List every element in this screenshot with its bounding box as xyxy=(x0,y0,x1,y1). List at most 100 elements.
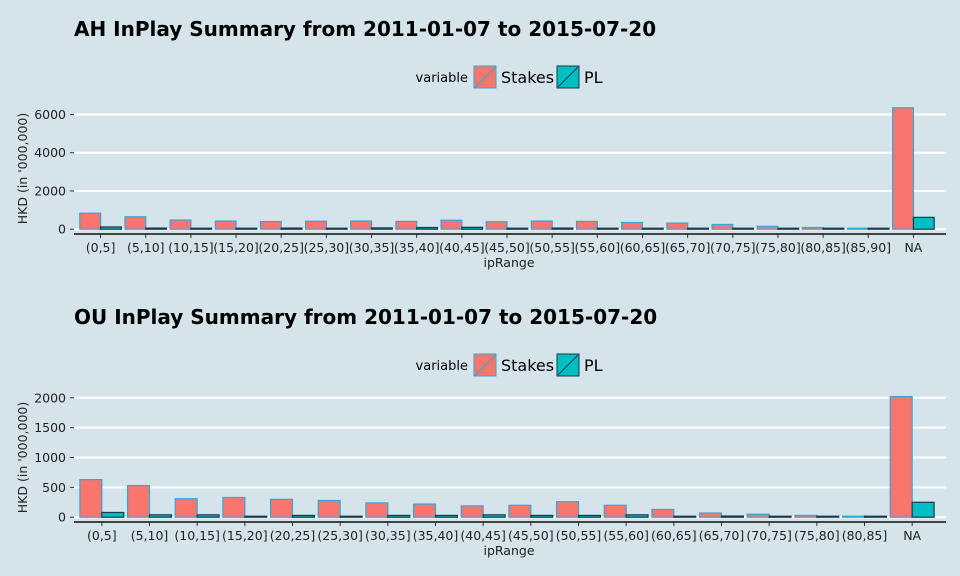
x-tick-label: (50,55] xyxy=(529,240,575,255)
bar-pl-6 xyxy=(370,227,393,230)
x-tick-label: (15,20] xyxy=(213,240,259,255)
x-tick-label: (40,45] xyxy=(439,240,485,255)
bar-pl-10 xyxy=(551,227,574,230)
legend-label-pl: PL xyxy=(584,356,603,375)
x-tick-label: (30,35] xyxy=(349,240,395,255)
bar-pl-13 xyxy=(720,515,745,518)
bar-stakes-15 xyxy=(756,225,779,230)
bar-stakes-4 xyxy=(269,498,294,518)
bar-pl-6 xyxy=(387,514,411,518)
bar-stakes-17 xyxy=(846,227,869,230)
bar-pl-16 xyxy=(822,227,845,230)
bar-stakes-18 xyxy=(892,107,915,230)
bar-pl-18 xyxy=(912,216,935,230)
x-tick-label: (65,70] xyxy=(699,528,745,543)
bar-stakes-12 xyxy=(651,508,675,518)
bar-pl-0 xyxy=(99,226,122,230)
legend: variable Stakes PL xyxy=(416,353,603,377)
y-tick-label: 500 xyxy=(42,480,66,495)
y-tick-label: 0 xyxy=(58,510,66,525)
x-tick-label: (50,55] xyxy=(556,528,602,543)
chart-panel-1: AH InPlay Summary from 2011-01-07 to 201… xyxy=(15,17,946,270)
x-tick-label: (10,15] xyxy=(168,240,214,255)
bar-stakes-5 xyxy=(317,499,341,518)
y-tick-label: 2000 xyxy=(34,390,66,405)
bar-stakes-9 xyxy=(485,221,508,230)
bar-stakes-16 xyxy=(841,515,866,518)
x-tick-label: (20,25] xyxy=(270,528,316,543)
x-tick-label: (60,65] xyxy=(651,528,697,543)
bar-pl-5 xyxy=(325,227,348,230)
bar-pl-3 xyxy=(235,227,258,230)
bar-pl-14 xyxy=(768,515,792,518)
bar-pl-15 xyxy=(816,515,840,518)
bar-stakes-8 xyxy=(440,219,463,230)
bar-pl-17 xyxy=(911,501,935,518)
x-tick-label: (5,10] xyxy=(131,528,169,543)
bar-stakes-8 xyxy=(460,505,484,518)
x-tick-label: (75,80] xyxy=(755,240,801,255)
bar-stakes-11 xyxy=(603,504,627,518)
bar-pl-7 xyxy=(416,226,439,230)
bar-stakes-1 xyxy=(126,484,151,518)
legend-label-stakes: Stakes xyxy=(501,356,554,375)
y-tick-label: 0 xyxy=(58,222,66,237)
x-tick-label: (85,90] xyxy=(845,240,891,255)
bar-stakes-6 xyxy=(365,502,389,518)
bar-pl-10 xyxy=(577,514,602,518)
x-tick-label: (15,20] xyxy=(222,528,268,543)
bar-pl-7 xyxy=(434,514,459,518)
legend-title: variable xyxy=(416,359,468,374)
legend-key-slash xyxy=(474,66,496,88)
x-tick-label: (45,50] xyxy=(484,240,530,255)
bar-stakes-10 xyxy=(530,220,553,230)
bar-stakes-11 xyxy=(575,220,598,230)
bar-pl-1 xyxy=(145,227,168,230)
bar-pl-4 xyxy=(280,227,303,230)
bar-stakes-13 xyxy=(666,222,689,230)
x-tick-label: (40,45] xyxy=(460,528,506,543)
bar-stakes-14 xyxy=(711,223,734,230)
x-tick-label: (80,85] xyxy=(800,240,846,255)
x-tick-label: NA xyxy=(903,528,921,543)
bar-pl-12 xyxy=(673,515,697,518)
x-tick-label: (10,15] xyxy=(174,528,220,543)
x-tick-label: (55,60] xyxy=(603,528,649,543)
x-tick-label: (5,10] xyxy=(127,240,165,255)
bar-pl-13 xyxy=(687,227,710,230)
bar-stakes-13 xyxy=(698,512,723,518)
x-tick-label: (70,75] xyxy=(710,240,756,255)
bar-pl-15 xyxy=(777,227,800,230)
x-tick-label: (35,40] xyxy=(394,240,440,255)
bar-pl-2 xyxy=(190,227,213,230)
x-tick-label: (80,85] xyxy=(842,528,888,543)
chart-panel-2: OU InPlay Summary from 2011-01-07 to 201… xyxy=(15,305,946,558)
bar-pl-16 xyxy=(863,515,888,518)
x-tick-label: (65,70] xyxy=(665,240,711,255)
x-axis-label: ipRange xyxy=(483,255,534,270)
bar-pl-12 xyxy=(641,227,664,230)
y-tick-label: 2000 xyxy=(34,183,66,198)
bar-pl-5 xyxy=(339,515,363,518)
bar-stakes-12 xyxy=(621,221,644,230)
bar-stakes-7 xyxy=(395,220,418,230)
bar-pl-8 xyxy=(461,226,484,230)
bar-stakes-7 xyxy=(412,503,437,518)
bar-pl-9 xyxy=(506,227,529,230)
bar-stakes-16 xyxy=(801,226,824,230)
bar-stakes-17 xyxy=(889,395,913,518)
bar-stakes-2 xyxy=(174,498,198,518)
x-tick-label: (60,65] xyxy=(620,240,666,255)
bar-pl-17 xyxy=(867,227,890,230)
chart-title: OU InPlay Summary from 2011-01-07 to 201… xyxy=(74,305,657,329)
y-tick-label: 4000 xyxy=(34,145,66,160)
x-tick-label: (20,25] xyxy=(258,240,304,255)
bar-stakes-2 xyxy=(169,219,192,230)
bar-pl-9 xyxy=(530,514,554,518)
y-axis-label: HKD (in '000,000) xyxy=(15,402,30,513)
x-tick-label: (45,50] xyxy=(508,528,554,543)
y-tick-label: 1500 xyxy=(34,420,66,435)
bar-stakes-9 xyxy=(508,504,532,518)
bar-stakes-3 xyxy=(222,496,246,518)
